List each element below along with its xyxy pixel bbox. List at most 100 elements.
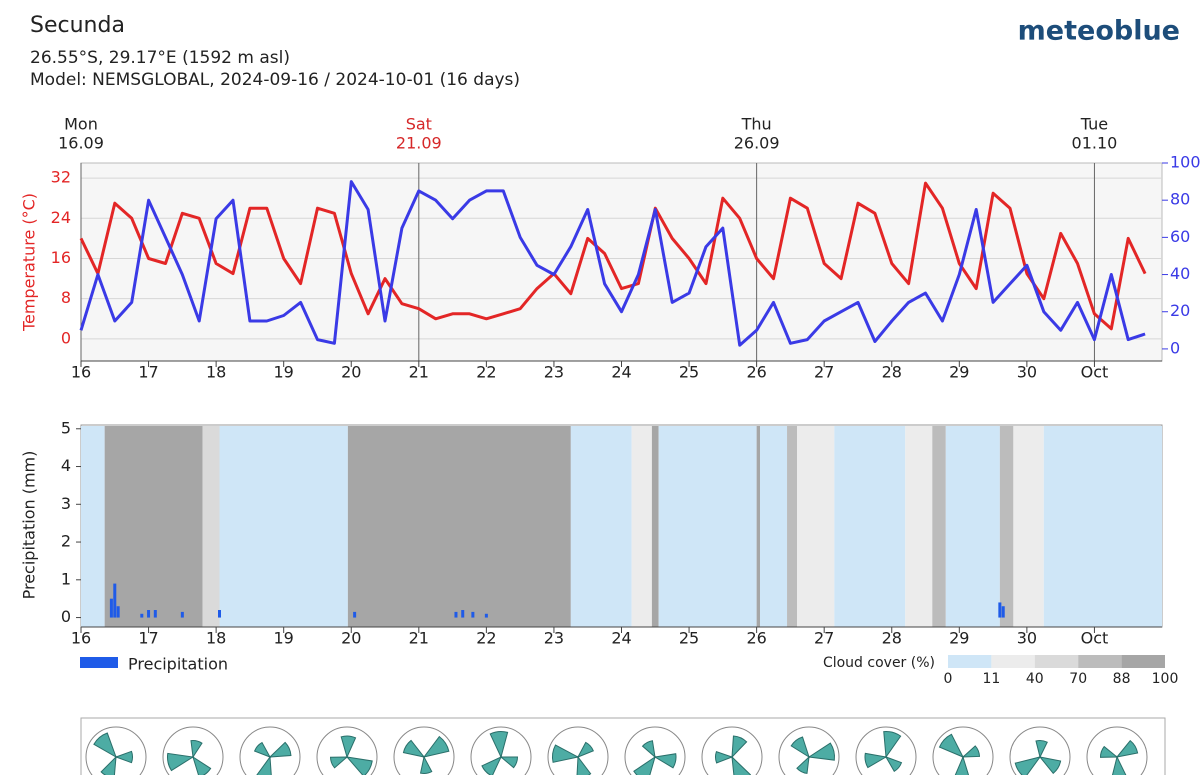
wind-rose-petal (340, 735, 357, 759)
y2-tick-label: 0 (1170, 338, 1180, 357)
model: Model: NEMSGLOBAL, 2024-09-16 / 2024-10-… (30, 70, 520, 90)
cloud-segment (999, 426, 1014, 627)
weekday-label: Sat (406, 115, 432, 134)
cloud-legend-swatch (948, 655, 992, 668)
wind-rose-ring (162, 726, 224, 775)
wind-rose-ring (470, 726, 532, 775)
wind-rose-petal (402, 739, 426, 758)
wind-rose-ring (393, 726, 455, 775)
wind-rose-petal (961, 745, 981, 758)
cloud-segment (797, 426, 835, 627)
cloud-legend-tick: 0 (944, 671, 953, 687)
y-axis-label: Temperature (°C) (20, 193, 39, 332)
bar (180, 611, 184, 618)
cloud-segment (760, 426, 788, 627)
cloud-legend-swatch (1078, 655, 1122, 668)
x-tick-label: 25 (679, 629, 699, 648)
x-tick-label: 29 (949, 363, 969, 382)
bar (147, 610, 151, 618)
wind-rose-petal (419, 755, 433, 774)
cloud-legend-tick: 100 (1152, 671, 1179, 687)
y-tick-label: 3 (61, 494, 71, 513)
cloud-legend-tick: 88 (1113, 671, 1131, 687)
wind-rose-ring (855, 726, 917, 775)
wind-rose-petal (576, 755, 592, 775)
y-tick-label: 1 (61, 569, 71, 588)
wind-rose-ring (239, 726, 301, 775)
y-tick-label: 5 (61, 418, 71, 437)
cloud-segment (651, 426, 659, 627)
wind-rose-petal (268, 741, 292, 758)
x-tick-label: 17 (138, 363, 158, 382)
bar (218, 610, 222, 618)
x-tick-label: 19 (274, 363, 294, 382)
x-tick-label: 24 (611, 629, 631, 648)
bar (454, 611, 458, 618)
bar (109, 598, 113, 618)
line-series (79, 180, 1146, 347)
bar (153, 610, 157, 618)
wind-rose-petal (715, 750, 734, 764)
cloud-segment (1013, 426, 1044, 627)
wind-rose-petal (422, 735, 450, 758)
y2-tick-label: 80 (1170, 190, 1190, 209)
cloud-segment (932, 426, 946, 627)
wind-rose-petal (552, 744, 580, 763)
wind-rose-petal (883, 731, 902, 759)
location: 26.55°S, 29.17°E (1592 m asl) (30, 48, 290, 68)
wind-rose-petal (796, 755, 810, 774)
wind-rose-ring (778, 726, 840, 775)
cloud-segment (658, 426, 757, 627)
x-tick-label: 30 (1017, 363, 1037, 382)
x-tick-label: 20 (341, 629, 361, 648)
x-tick-label: 26 (746, 629, 766, 648)
line-series (79, 181, 1147, 331)
logo: meteoblue (1018, 16, 1180, 47)
wind-rose-petal (1038, 756, 1062, 775)
wind-rose-ring (85, 726, 147, 775)
cloud-segment (834, 426, 906, 627)
x-tick-label: 24 (611, 363, 631, 382)
wind-rose-petal (1014, 756, 1042, 775)
x-tick-label: 20 (341, 363, 361, 382)
wind-rose-petal (190, 740, 203, 759)
wind-rose-petal (807, 742, 835, 761)
wind-rose-petal (114, 750, 133, 764)
x-tick-label: Oct (1081, 363, 1109, 382)
cloud-segment (787, 426, 798, 627)
wind-rose-petal (576, 741, 594, 758)
y-axis-label: Precipitation (mm) (20, 451, 39, 600)
y-tick-label: 24 (51, 208, 71, 227)
x-tick-label: 27 (814, 363, 834, 382)
wind-rose-petal (884, 756, 903, 772)
x-tick-label: 21 (409, 629, 429, 648)
wind-rose-petal (329, 756, 349, 769)
weekday-label: Thu (741, 115, 772, 134)
weekday-label: Tue (1080, 115, 1108, 134)
y2-tick-label: 100 (1170, 153, 1200, 172)
wind-rose-petal (192, 755, 212, 775)
date-label: 21.09 (396, 134, 442, 153)
wind-rose-petal (864, 752, 888, 769)
y-tick-label: 16 (51, 248, 71, 267)
x-tick-label: Oct (1081, 629, 1109, 648)
wind-rose-petal (938, 733, 965, 758)
cloud-segment (905, 426, 933, 627)
date-label: 16.09 (58, 134, 104, 153)
x-tick-label: 16 (71, 363, 91, 382)
bar (471, 611, 475, 618)
y-tick-label: 2 (61, 532, 71, 551)
cloud-legend-title: Cloud cover (%) (823, 655, 935, 671)
wind-rose-ring (624, 726, 686, 775)
wind-rose-petal (954, 755, 970, 775)
bar (116, 606, 120, 618)
legend-swatch (80, 657, 118, 668)
cloud-legend-tick: 70 (1069, 671, 1087, 687)
y2-tick-label: 40 (1170, 264, 1190, 283)
cloud-segment (104, 426, 203, 627)
cloud-segment (945, 426, 1000, 627)
x-tick-label: 29 (949, 629, 969, 648)
date-label: 01.10 (1072, 134, 1118, 153)
